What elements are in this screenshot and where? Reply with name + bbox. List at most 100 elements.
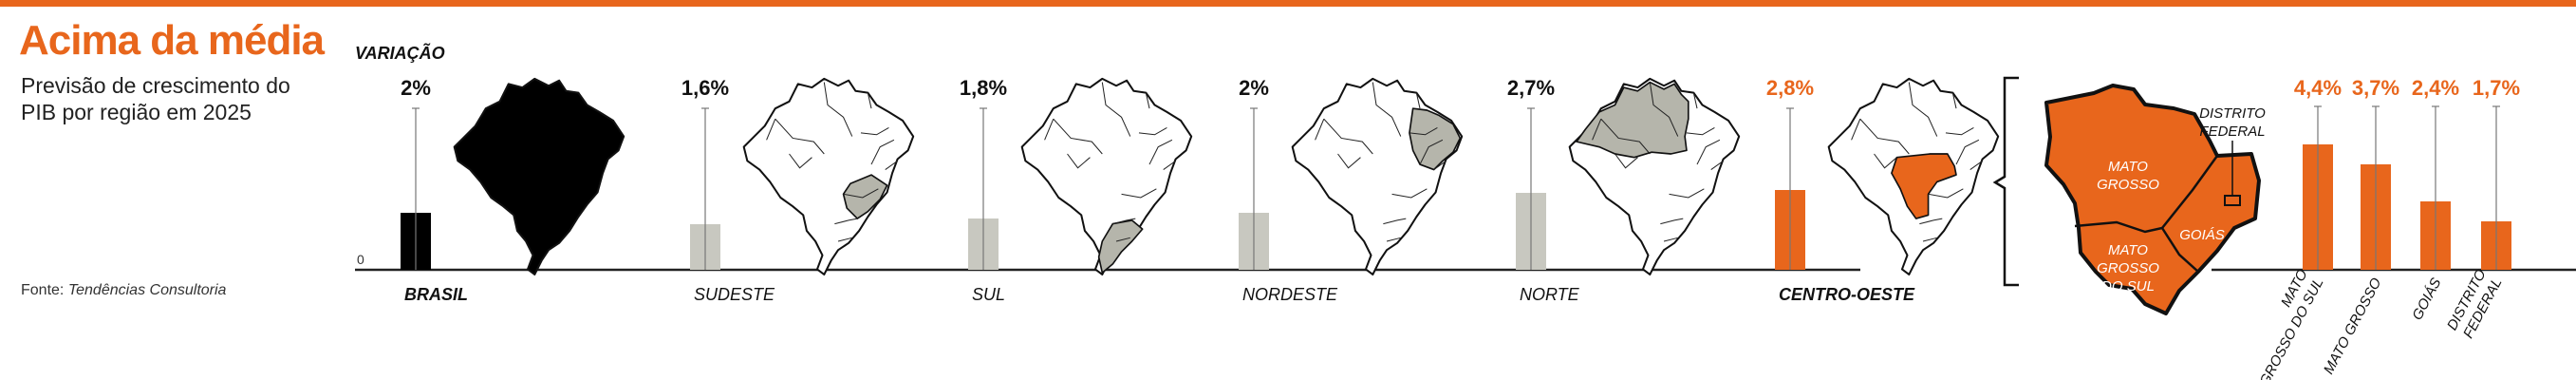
label-goias: GOIÁS — [2179, 227, 2225, 243]
state-border — [1908, 82, 1938, 137]
state-border — [1121, 188, 1157, 199]
state-data-label: 3,7% — [2352, 76, 2399, 100]
state-border — [870, 139, 895, 165]
state-border — [1945, 126, 1974, 136]
top-rule — [0, 0, 2576, 7]
brazil-outline — [1291, 77, 1464, 276]
state-border — [860, 126, 889, 136]
state-border — [1148, 139, 1173, 165]
state-border — [823, 82, 853, 137]
state-data-label: 2,4% — [2412, 76, 2459, 100]
state-border — [1323, 118, 1373, 155]
highlighted-region — [842, 174, 888, 219]
category-label: NORDESTE — [1242, 285, 1338, 304]
label-mato-grosso: GROSSO — [2097, 177, 2159, 193]
state-border — [837, 237, 852, 242]
category-label: BRASIL — [404, 285, 468, 304]
state-border — [867, 92, 872, 109]
state-border — [1692, 92, 1698, 109]
category-label: CENTRO-OESTE — [1779, 285, 1915, 304]
highlighted-region — [1409, 107, 1462, 171]
data-label: 2,7% — [1507, 76, 1555, 100]
state-border — [1386, 237, 1401, 242]
state-border — [1859, 118, 1910, 155]
state-border — [1874, 153, 1897, 169]
data-label: 1,8% — [960, 76, 1007, 100]
centro-oeste-detail-map: MATO GROSSO MATO GROSSO DO SUL GOIÁS DISTRITO F… — [2044, 84, 2266, 315]
state-border — [1115, 237, 1130, 242]
state-category-label: MATO GROSSO — [2321, 276, 2385, 377]
region-map — [453, 77, 625, 276]
state-border — [1955, 139, 1980, 165]
state-border — [1138, 126, 1167, 136]
category-label: SUL — [972, 285, 1005, 304]
detail-bracket — [1992, 76, 2019, 287]
region-map — [742, 77, 915, 276]
source-note: Fonte: Tendências Consultoria — [21, 282, 226, 299]
state-border — [1710, 160, 1724, 170]
state-border — [1696, 139, 1721, 165]
state-data-label: 4,4% — [2294, 76, 2342, 100]
state-border — [1669, 188, 1705, 199]
region-map — [1020, 77, 1193, 276]
state-border — [1145, 92, 1150, 109]
label-distrito-federal: FEDERAL — [2199, 124, 2265, 140]
label-mato-grosso-do-sul: DO SUL — [2101, 278, 2155, 294]
state-border — [1101, 82, 1131, 137]
label-mato-grosso-do-sul: MATO — [2108, 242, 2148, 258]
state-border — [1649, 82, 1679, 137]
state-category-text: MATO GROSSO — [2321, 276, 2385, 377]
category-label: SUDESTE — [694, 285, 775, 304]
state-border — [1415, 92, 1421, 109]
page-title: Acima da média — [19, 17, 325, 64]
state-border — [1163, 160, 1176, 170]
state-border — [1337, 153, 1361, 169]
state-data-label: 1,7% — [2473, 76, 2520, 100]
state-border — [1600, 118, 1651, 155]
category-label: NORTE — [1520, 285, 1580, 304]
state-border — [1372, 82, 1402, 137]
source-name: Tendências Consultoria — [67, 282, 227, 298]
state-border — [1615, 153, 1638, 169]
zero-tick-label: 0 — [357, 252, 364, 267]
state-category-text: GOIÁS — [2409, 276, 2444, 323]
state-border — [1053, 118, 1103, 155]
label-mato-grosso: MATO — [2108, 159, 2148, 175]
highlighted-region — [1097, 219, 1144, 274]
state-border — [1660, 218, 1684, 225]
label-distrito-federal: DISTRITO — [2199, 105, 2266, 122]
brazil-outline — [742, 77, 915, 276]
state-border — [1951, 92, 1957, 109]
data-label: 2% — [401, 76, 431, 100]
state-border — [1315, 119, 1325, 141]
state-border — [1686, 126, 1715, 136]
data-label: 2% — [1239, 76, 1269, 100]
state-border — [1433, 160, 1447, 170]
label-mato-grosso-do-sul: GROSSO — [2097, 260, 2159, 276]
state-border — [1067, 153, 1091, 169]
state-border — [843, 188, 879, 199]
brazil-outline — [453, 77, 625, 276]
source-prefix: Fonte: — [21, 282, 68, 298]
brazil-outline — [1020, 77, 1193, 276]
state-border — [1919, 218, 1943, 225]
state-border — [1419, 139, 1444, 165]
state-category-label: GOIÁS — [2409, 276, 2444, 323]
detail-map-outline — [2044, 84, 2261, 315]
state-border — [1928, 188, 1964, 199]
region-map — [1827, 77, 2000, 276]
state-border — [834, 218, 858, 225]
state-border — [1663, 237, 1678, 242]
region-map — [1291, 77, 1464, 276]
state-border — [2074, 155, 2219, 234]
state-border — [1969, 160, 1983, 170]
state-border — [1922, 237, 1937, 242]
variation-label: VARIAÇÃO — [355, 44, 445, 63]
state-border — [1383, 218, 1407, 225]
page-subtitle: Previsão de crescimento do PIB por regiã… — [21, 73, 290, 124]
state-border — [775, 118, 825, 155]
state-border — [766, 119, 776, 141]
